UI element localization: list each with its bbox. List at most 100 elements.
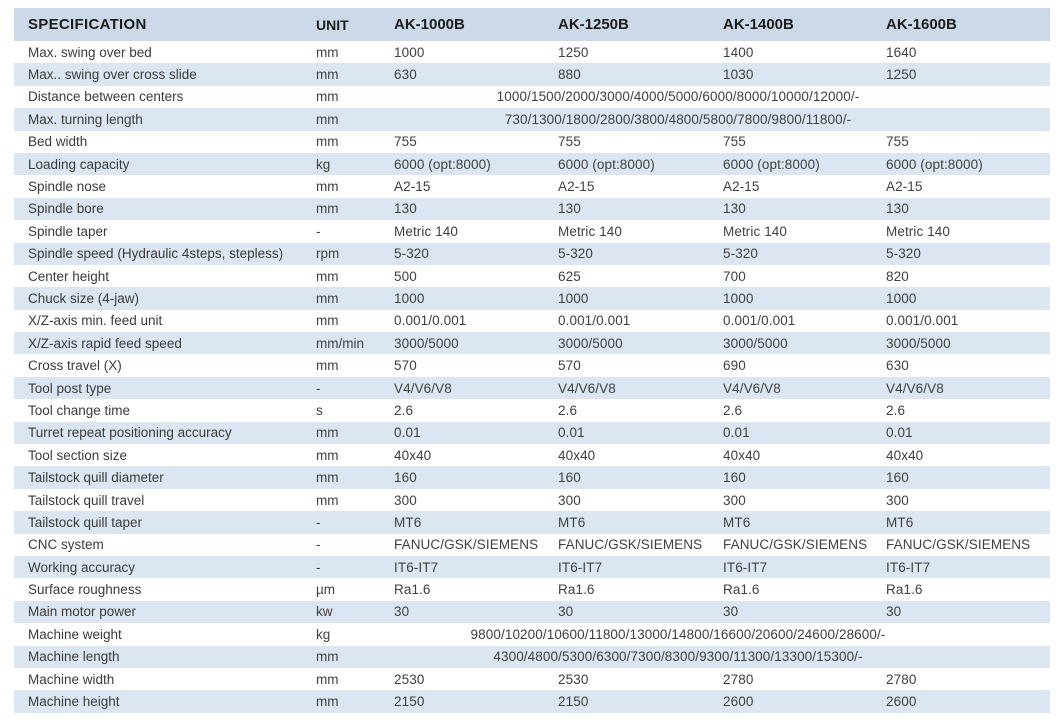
value-cell: 2530 bbox=[558, 671, 589, 687]
value-cell: 630 bbox=[394, 67, 417, 83]
spec-label: Tool change time bbox=[28, 402, 131, 418]
value-cell: 6000 (opt:8000) bbox=[558, 156, 655, 172]
unit-cell: rpm bbox=[316, 246, 340, 262]
value-cell: 630 bbox=[886, 358, 909, 374]
table-row: Spindle bore mm 130 130 130 130 bbox=[14, 197, 1050, 221]
table-row: Tool post type - V4/V6/V8 V4/V6/V8 V4/V6/V… bbox=[14, 376, 1050, 400]
value-cell: 130 bbox=[558, 201, 581, 217]
value-cell: MT6 bbox=[723, 514, 751, 530]
value-cell: 0.01 bbox=[886, 425, 913, 441]
value-cell: FANUC/GSK/SIEMENS bbox=[886, 537, 1031, 553]
unit-cell: mm bbox=[316, 268, 339, 284]
value-cell: 0.01 bbox=[723, 425, 750, 441]
unit-cell: s bbox=[316, 402, 323, 418]
spec-label: Turret repeat positioning accuracy bbox=[28, 425, 232, 441]
value-cell: 1000 bbox=[723, 290, 754, 306]
value-cell: 755 bbox=[558, 134, 581, 150]
value-cell: Metric 140 bbox=[394, 223, 459, 239]
header-model-ak1600b: AK-1600B bbox=[886, 16, 957, 33]
value-cell: 755 bbox=[723, 134, 746, 150]
spec-label: Working accuracy bbox=[28, 559, 136, 575]
value-cell: 6000 (opt:8000) bbox=[723, 156, 820, 172]
table-row: Tailstock quill travel mm 300 300 300 300 bbox=[14, 488, 1050, 512]
spec-label: Tool post type bbox=[28, 380, 112, 396]
value-cell: 820 bbox=[886, 268, 909, 284]
value-cell: V4/V6/V8 bbox=[394, 380, 452, 396]
unit-cell: mm bbox=[316, 470, 339, 486]
value-cell: V4/V6/V8 bbox=[558, 380, 616, 396]
value-cell: 40x40 bbox=[558, 447, 596, 463]
value-cell: 40x40 bbox=[394, 447, 432, 463]
unit-cell: mm bbox=[316, 492, 339, 508]
header-unit: UNIT bbox=[316, 16, 349, 33]
value-cell: Metric 140 bbox=[886, 223, 951, 239]
table-row: CNC system - FANUC/GSK/SIEMENS FANUC/GSK/… bbox=[14, 533, 1050, 556]
spec-label: Main motor power bbox=[28, 604, 137, 620]
header-row: SPECIFICATION UNIT AK-1000B AK-1250B AK-… bbox=[14, 8, 1050, 41]
value-cell: IT6-IT7 bbox=[394, 559, 439, 575]
table-body: Max. swing over bed mm 1000 1250 1400 1640 … bbox=[14, 41, 1050, 713]
spec-label: X/Z-axis min. feed unit bbox=[28, 313, 163, 329]
table-row: Spindle speed (Hydraulic 4steps, steples… bbox=[14, 242, 1050, 265]
spec-label: Bed width bbox=[28, 134, 88, 150]
table-row: Max. swing over bed mm 1000 1250 1400 1640 bbox=[14, 41, 1050, 64]
value-cell: Metric 140 bbox=[723, 223, 788, 239]
value-cell: 2.6 bbox=[723, 402, 743, 418]
value-cell: 2150 bbox=[558, 694, 589, 710]
value-cell: FANUC/GSK/SIEMENS bbox=[558, 537, 703, 553]
value-cell: 30 bbox=[886, 604, 902, 620]
unit-cell: mm bbox=[316, 111, 339, 127]
value-cell: 2600 bbox=[886, 694, 917, 710]
value-cell: 2.6 bbox=[558, 402, 578, 418]
value-cell: Metric 140 bbox=[558, 223, 623, 239]
table-row: Turret repeat positioning accuracy mm 0.… bbox=[14, 421, 1050, 445]
value-cell: 5-320 bbox=[886, 246, 922, 262]
value-cell: A2-15 bbox=[723, 179, 760, 195]
unit-cell: mm bbox=[316, 44, 339, 60]
value-cell: 2780 bbox=[723, 671, 754, 687]
table-row: Spindle taper - Metric 140 Metric 140 Metr… bbox=[14, 220, 1050, 243]
unit-cell: mm bbox=[316, 671, 339, 687]
unit-cell: mm bbox=[316, 179, 339, 195]
unit-cell: kw bbox=[316, 604, 333, 620]
spec-label: Cross travel (X) bbox=[28, 358, 122, 374]
value-cell: 3000/5000 bbox=[558, 335, 623, 351]
value-cell: 0.001/0.001 bbox=[723, 313, 796, 329]
value-cell: 30 bbox=[723, 604, 739, 620]
table-row: X/Z-axis min. feed unit mm 0.001/0.001 0.… bbox=[14, 309, 1050, 333]
unit-cell: - bbox=[316, 537, 321, 553]
value-cell: V4/V6/V8 bbox=[723, 380, 781, 396]
unit-cell: mm bbox=[316, 201, 339, 217]
value-cell: A2-15 bbox=[886, 179, 923, 195]
value-cell: MT6 bbox=[886, 514, 914, 530]
value-cell: 625 bbox=[558, 268, 581, 284]
value-cell: 5-320 bbox=[558, 246, 594, 262]
table-row: Working accuracy - IT6-IT7 IT6-IT7 IT6-IT7… bbox=[14, 555, 1050, 579]
value-cell: 0.001/0.001 bbox=[558, 313, 631, 329]
value-cell: IT6-IT7 bbox=[558, 559, 603, 575]
table-row: Machine length mm 4300/4800/5300/6300/73… bbox=[14, 645, 1050, 668]
value-cell: Ra1.6 bbox=[558, 582, 595, 598]
value-cell: 40x40 bbox=[723, 447, 761, 463]
unit-cell: mm bbox=[316, 425, 339, 441]
unit-cell: kg bbox=[316, 156, 331, 172]
header-model-ak1250b: AK-1250B bbox=[558, 16, 629, 33]
spec-label: Distance between centers bbox=[28, 89, 184, 105]
unit-cell: mm bbox=[316, 649, 339, 665]
value-cell: 160 bbox=[886, 470, 909, 486]
spec-label: Max. swing over bed bbox=[28, 44, 152, 60]
unit-cell: µm bbox=[316, 582, 336, 598]
unit-cell: mm bbox=[316, 67, 339, 83]
spec-label: X/Z-axis rapid feed speed bbox=[28, 335, 182, 351]
table-row: Max. turning length mm 730/1300/1800/280… bbox=[14, 108, 1050, 131]
table-row: X/Z-axis rapid feed speed mm/min 3000/50… bbox=[14, 332, 1050, 355]
unit-cell: mm bbox=[316, 134, 339, 150]
spec-label: CNC system bbox=[28, 537, 104, 553]
value-cell: 1250 bbox=[886, 67, 917, 83]
value-cell: 755 bbox=[886, 134, 909, 150]
value-cell: 0.001/0.001 bbox=[886, 313, 959, 329]
spec-label: Tailstock quill diameter bbox=[28, 470, 164, 486]
value-cell: 0.01 bbox=[394, 425, 421, 441]
spec-label: Loading capacity bbox=[28, 156, 130, 172]
value-cell: 0.001/0.001 bbox=[394, 313, 467, 329]
